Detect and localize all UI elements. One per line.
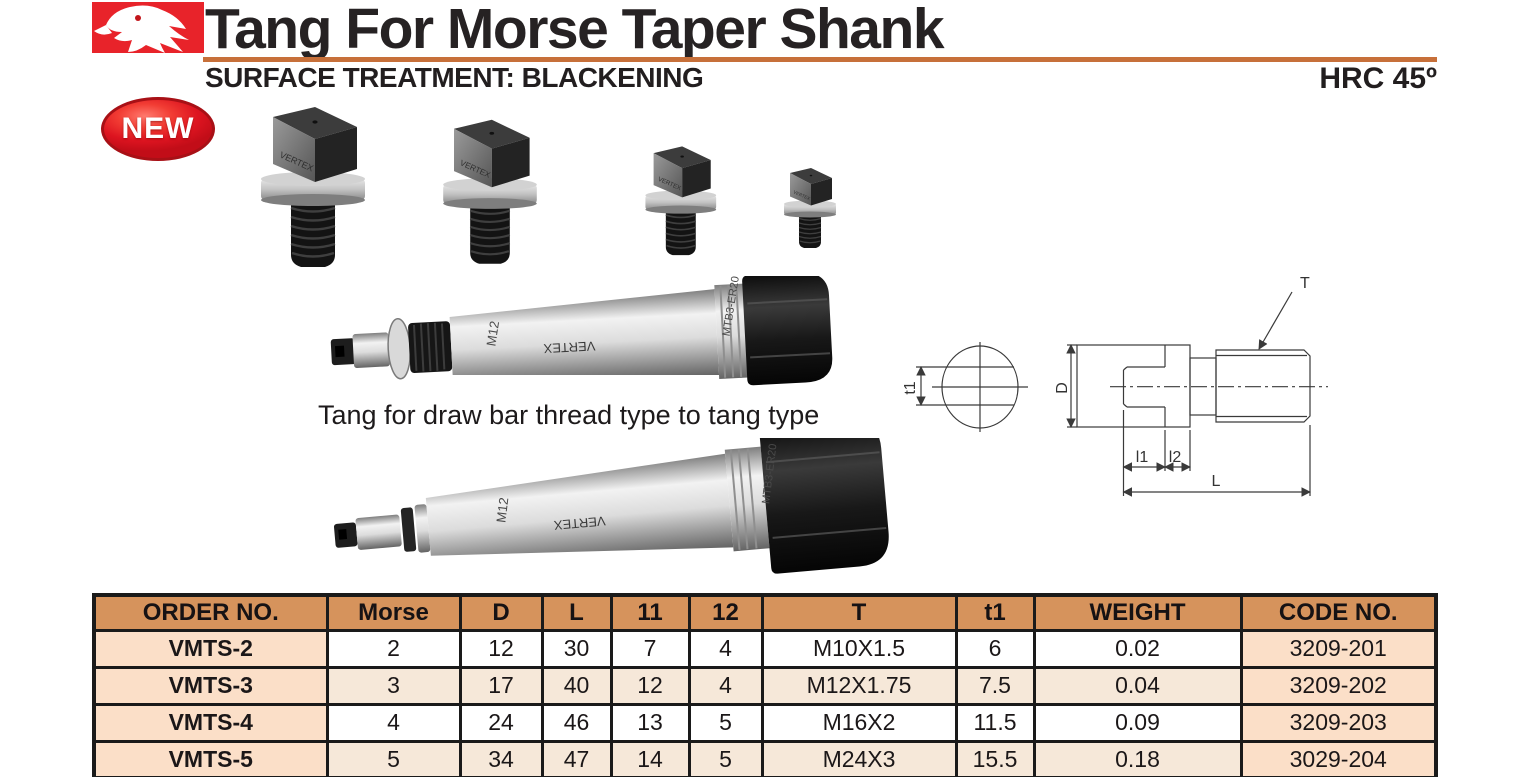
value-cell: 30 [540, 628, 613, 669]
value-cell: 6 [954, 628, 1036, 669]
table-row: VMTS-3 3 17 40 12 4 M12X1.75 7.5 0.04 3209-202 [92, 665, 1438, 706]
code-no-cell: 3209-203 [1239, 702, 1438, 743]
value-cell: 5 [687, 739, 764, 777]
dim-label-t1: t1 [902, 381, 919, 394]
dim-label-T: T [1300, 275, 1310, 292]
order-no-cell: VMTS-3 [92, 665, 329, 706]
value-cell: M12X1.75 [760, 665, 958, 706]
product-photo-shank-thread-type: M12 VERTEX MTB3-ER20 [330, 276, 833, 386]
value-cell: M24X3 [760, 739, 958, 777]
shank2-brand-marking: VERTEX [553, 513, 606, 532]
value-cell: 40 [540, 665, 613, 706]
column-header: t1 [954, 593, 1036, 632]
value-cell: 12 [458, 628, 544, 669]
dim-label-l1: l1 [1136, 449, 1149, 466]
title-underline [203, 57, 1437, 62]
value-cell: 5 [325, 739, 462, 777]
value-cell: 0.09 [1032, 702, 1243, 743]
product-photo-tang-screws: VERTEX [259, 105, 837, 269]
value-cell: M16X2 [760, 702, 958, 743]
value-cell: 0.02 [1032, 628, 1243, 669]
surface-treatment-label: SURFACE TREATMENT: BLACKENING [205, 62, 704, 93]
column-header: 12 [687, 593, 764, 632]
dim-label-l2: l2 [1169, 449, 1182, 466]
value-cell: 5 [687, 702, 764, 743]
value-cell: 4 [687, 665, 764, 706]
order-no-cell: VMTS-2 [92, 628, 329, 669]
value-cell: 7 [609, 628, 691, 669]
order-no-cell: VMTS-4 [92, 702, 329, 743]
value-cell: 47 [540, 739, 613, 777]
column-header: ORDER NO. [92, 593, 329, 632]
column-header: Morse [325, 593, 462, 632]
value-cell: M10X1.5 [760, 628, 958, 669]
value-cell: 0.18 [1032, 739, 1243, 777]
value-cell: 0.04 [1032, 665, 1243, 706]
new-badge: NEW [101, 97, 215, 161]
value-cell: 24 [458, 702, 544, 743]
dim-label-D: D [1054, 382, 1071, 394]
column-header: WEIGHT [1032, 593, 1243, 632]
page-title: Tang For Morse Taper Shank [205, 0, 945, 61]
column-header: 11 [609, 593, 691, 632]
table-row: VMTS-4 4 24 46 13 5 M16X2 11.5 0.09 3209-203 [92, 702, 1438, 743]
value-cell: 7.5 [954, 665, 1036, 706]
technical-drawing: t1 D l1 l2 L T [902, 275, 1328, 497]
photo-caption: Tang for draw bar thread type to tang ty… [318, 400, 820, 430]
value-cell: 17 [458, 665, 544, 706]
column-header: T [760, 593, 958, 632]
column-header: CODE NO. [1239, 593, 1438, 632]
shank1-thread-marking: M12 [483, 320, 502, 347]
table-row: VMTS-5 5 34 47 14 5 M24X3 15.5 0.18 3029-204 [92, 739, 1438, 777]
vertex-eagle-logo-icon [92, 2, 204, 53]
code-no-cell: 3209-201 [1239, 628, 1438, 669]
value-cell: 15.5 [954, 739, 1036, 777]
shank2-thread-marking: M12 [493, 497, 511, 524]
code-no-cell: 3029-204 [1239, 739, 1438, 777]
value-cell: 4 [687, 628, 764, 669]
column-header: L [540, 593, 613, 632]
code-no-cell: 3209-202 [1239, 665, 1438, 706]
value-cell: 11.5 [954, 702, 1036, 743]
new-badge-label: NEW [121, 112, 195, 145]
hardness-label: HRC 45º [1319, 62, 1437, 95]
value-cell: 13 [609, 702, 691, 743]
value-cell: 46 [540, 702, 613, 743]
dim-label-L: L [1212, 473, 1221, 490]
value-cell: 3 [325, 665, 462, 706]
product-photo-shank-tang-type: M12 VERTEX MTB3-ER20 [333, 438, 889, 574]
column-header: D [458, 593, 544, 632]
value-cell: 14 [609, 739, 691, 777]
order-no-cell: VMTS-5 [92, 739, 329, 777]
value-cell: 34 [458, 739, 544, 777]
value-cell: 2 [325, 628, 462, 669]
value-cell: 4 [325, 702, 462, 743]
value-cell: 12 [609, 665, 691, 706]
shank1-brand-marking: VERTEX [543, 338, 596, 356]
table-row: VMTS-2 2 12 30 7 4 M10X1.5 6 0.02 3209-201 [92, 628, 1438, 669]
